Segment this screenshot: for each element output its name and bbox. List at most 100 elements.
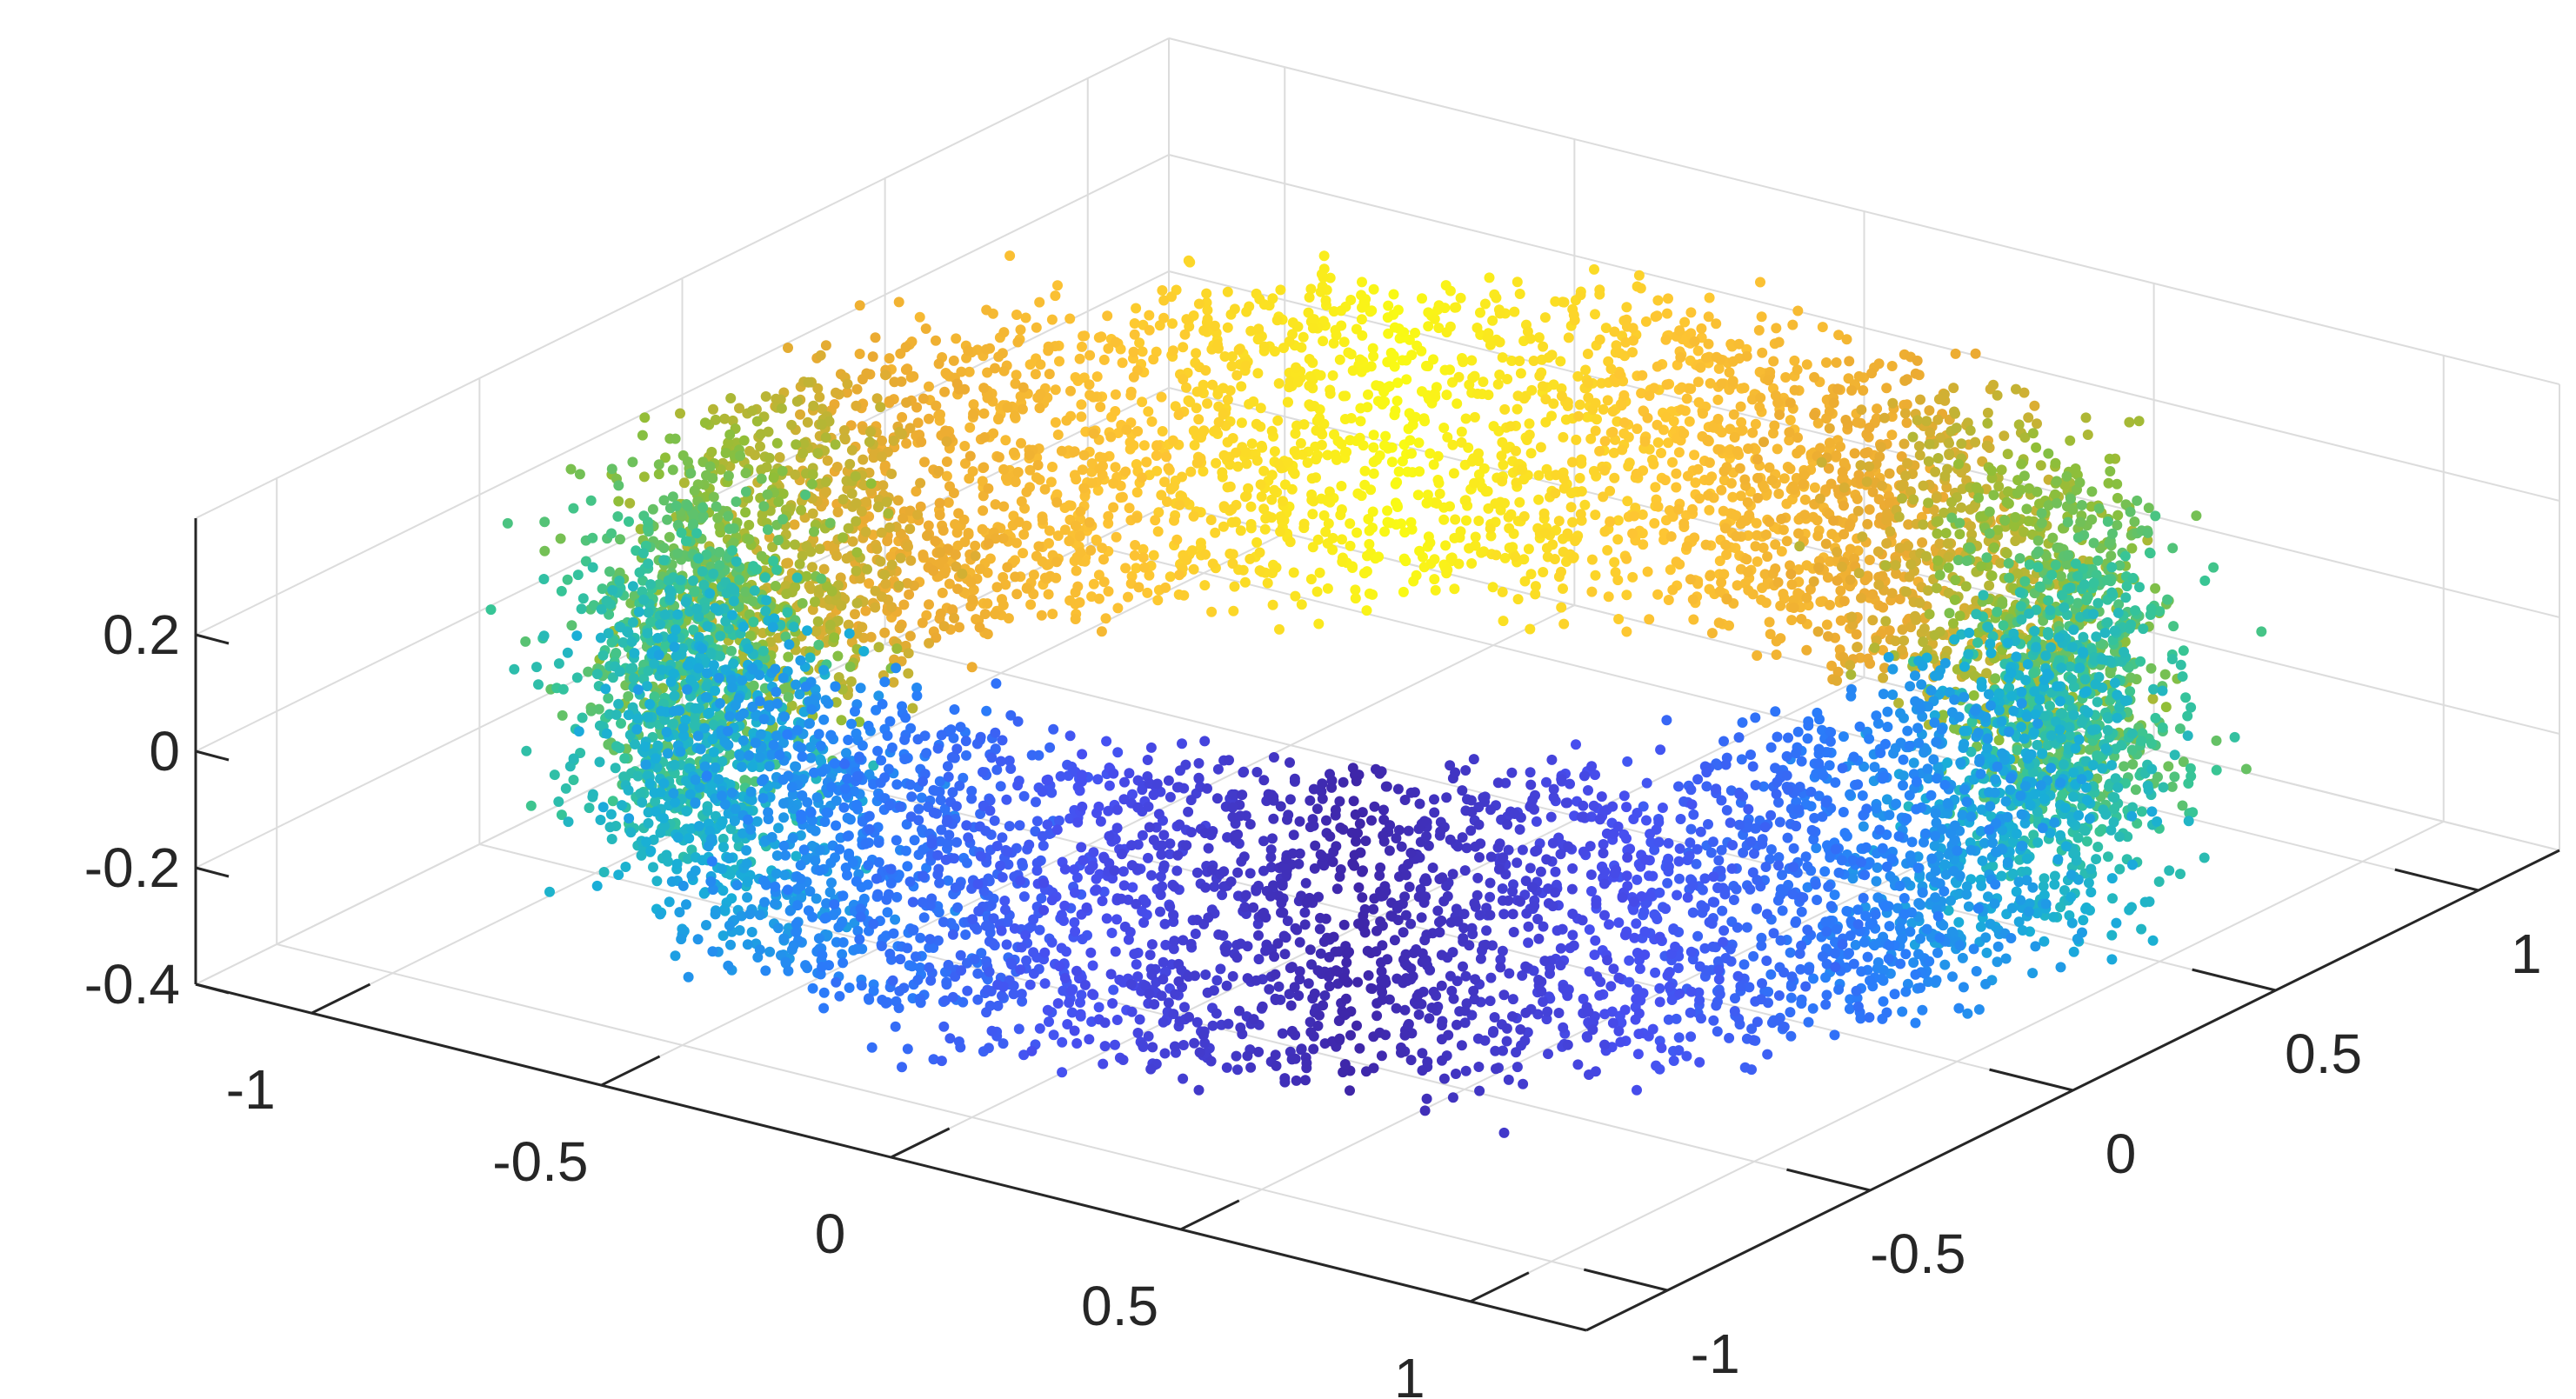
scatter-point <box>768 556 779 567</box>
scatter-point <box>952 583 964 595</box>
scatter-point <box>723 470 734 482</box>
scatter-point <box>1873 358 1885 370</box>
scatter-point <box>1433 477 1445 489</box>
scatter-point <box>1999 515 2011 526</box>
scatter-point <box>968 409 979 420</box>
scatter-point <box>938 525 949 536</box>
x-tick-mark <box>310 983 371 1015</box>
scatter-point <box>1919 623 1930 634</box>
scatter-point <box>791 572 803 583</box>
scatter-point <box>1644 390 1655 402</box>
scatter-point <box>1110 336 1121 348</box>
z-tick-mark <box>195 749 230 762</box>
scatter-point <box>619 753 631 764</box>
scatter-point <box>1363 389 1373 400</box>
scatter-point <box>1181 554 1192 565</box>
scatter-point <box>1705 570 1716 582</box>
scatter-point <box>664 592 676 603</box>
scatter-point <box>1817 322 1828 333</box>
scatter-point <box>723 510 734 522</box>
scatter-point <box>1856 592 1866 603</box>
scatter-point <box>1982 417 1993 429</box>
scatter-point <box>1174 570 1185 581</box>
scatter-point <box>2035 460 2046 471</box>
scatter-point <box>1157 285 1168 296</box>
scatter-point <box>881 496 892 508</box>
scatter-point <box>549 769 560 781</box>
scatter-point <box>791 439 802 450</box>
scatter-point <box>690 703 701 714</box>
scatter-point <box>1648 458 1659 470</box>
scatter-point <box>1703 490 1714 501</box>
scatter-point <box>1993 735 2005 746</box>
scatter-point <box>1825 599 1835 610</box>
scatter-point <box>568 775 579 785</box>
scatter-point <box>1170 401 1181 412</box>
scatter-point <box>1075 506 1086 517</box>
scatter-point <box>1305 574 1317 585</box>
scatter-point <box>525 800 537 811</box>
scatter-point <box>2130 784 2141 796</box>
scatter-point <box>831 387 841 398</box>
scatter-point <box>1756 311 1767 323</box>
scatter-point <box>1996 464 2007 476</box>
scatter-point <box>1373 551 1385 563</box>
scatter-point <box>1690 477 1701 489</box>
scatter-point <box>1207 379 1218 390</box>
scatter-point <box>1165 571 1176 583</box>
scatter-point <box>1231 370 1243 381</box>
scatter-point <box>1897 624 1908 636</box>
scatter-point <box>714 560 725 571</box>
scatter-point <box>762 489 773 500</box>
scatter-point <box>953 508 964 519</box>
scatter-point <box>1217 471 1228 483</box>
scatter-point <box>1698 408 1708 419</box>
scatter-point <box>978 383 990 394</box>
scatter-point <box>933 465 944 476</box>
scatter-point <box>832 507 844 517</box>
scatter-point <box>963 345 974 356</box>
scatter-point <box>1949 594 1960 605</box>
scatter-point <box>1035 359 1046 370</box>
scatter-point <box>1867 486 1879 497</box>
scatter-point <box>1177 471 1187 483</box>
scatter-point <box>808 400 819 411</box>
scatter-point <box>1899 635 1910 646</box>
scatter-point <box>538 630 550 642</box>
scatter-point <box>1735 401 1746 412</box>
scatter-point <box>1703 311 1714 323</box>
scatter-point <box>846 444 858 456</box>
scatter-point <box>1685 574 1696 585</box>
scatter-point <box>1775 600 1786 611</box>
scatter-point <box>933 358 944 370</box>
scatter-point <box>1100 613 1111 624</box>
scatter-point <box>1357 276 1367 288</box>
scatter-point <box>1724 620 1734 631</box>
scatter-point <box>764 452 775 463</box>
scatter-point <box>743 643 754 655</box>
scatter-point <box>1660 334 1672 345</box>
scatter-point <box>1770 390 1781 401</box>
scatter-point <box>1899 408 1911 419</box>
scatter-point <box>1633 270 1645 281</box>
scatter-point <box>1950 575 1961 586</box>
scatter-point <box>1315 370 1326 381</box>
scatter-point <box>1781 536 1792 547</box>
scatter-point <box>1840 415 1852 425</box>
scatter-point <box>1097 543 1108 554</box>
scatter-point <box>1134 337 1145 349</box>
scatter-point <box>998 533 1009 544</box>
scatter-point <box>726 645 737 656</box>
scatter-point <box>1045 476 1057 488</box>
scatter-point <box>1770 539 1781 550</box>
scatter-point <box>638 594 650 605</box>
scatter-point <box>645 579 657 590</box>
scatter-point <box>1494 336 1505 348</box>
scatter-point <box>1853 370 1865 382</box>
scatter-point <box>791 396 803 407</box>
scatter-point <box>1876 442 1886 453</box>
scatter-point <box>1016 496 1027 507</box>
scatter-point <box>795 409 805 420</box>
scatter-point <box>1318 250 1330 262</box>
scatter-point <box>1793 564 1805 575</box>
